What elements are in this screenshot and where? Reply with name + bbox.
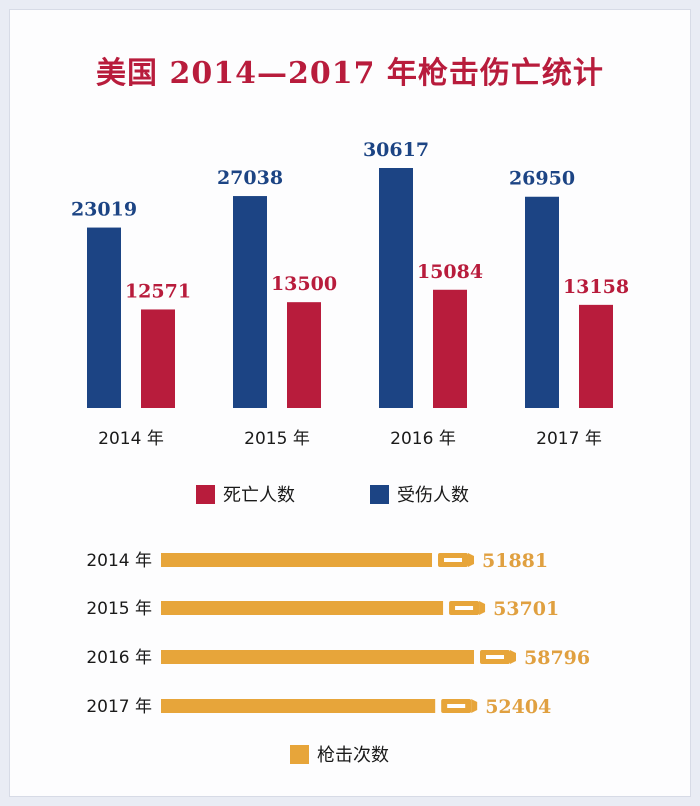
data-label-injured: 23019 (71, 199, 137, 221)
bullet-stripe-icon (486, 655, 504, 659)
legend-label: 死亡人数 (223, 485, 295, 506)
data-label-deaths: 13500 (271, 273, 337, 295)
bar-deaths (579, 304, 613, 408)
y-tick-label: 2014 年 (86, 551, 152, 571)
infographic-card (10, 10, 690, 796)
data-label-injured: 27038 (217, 167, 283, 189)
bar-incidents (161, 650, 474, 664)
bar-deaths (433, 289, 467, 408)
bar-injured (379, 168, 413, 408)
chart-title: 美国 2014—2017 年枪击伤亡统计 (96, 56, 604, 91)
data-label-incidents: 53701 (493, 598, 559, 620)
bar-deaths (287, 302, 321, 408)
y-tick-label: 2016 年 (86, 648, 152, 668)
bullet-tip-icon (471, 699, 478, 713)
bullet-tip-icon (510, 650, 516, 664)
legend-swatch (196, 485, 215, 504)
bullet-stripe-icon (455, 606, 474, 610)
data-label-deaths: 15084 (417, 261, 483, 283)
bar-injured (525, 196, 559, 408)
legend-swatch (290, 745, 309, 764)
bullet-tip-icon (468, 553, 475, 567)
legend-label: 枪击次数 (317, 745, 389, 766)
data-label-incidents: 58796 (524, 647, 590, 669)
x-tick-label: 2016 年 (390, 429, 456, 449)
bar-incidents (161, 601, 444, 615)
y-tick-label: 2017 年 (86, 697, 152, 717)
data-label-incidents: 51881 (482, 550, 548, 572)
bar-deaths (141, 309, 175, 408)
data-label-injured: 30617 (363, 139, 429, 161)
bullet-stripe-icon (444, 558, 463, 562)
data-label-deaths: 12571 (125, 280, 191, 302)
bar-injured (233, 196, 267, 408)
legend-label: 受伤人数 (397, 485, 469, 506)
data-label-injured: 26950 (509, 168, 575, 190)
bar-incidents (161, 699, 436, 713)
bullet-stripe-icon (447, 704, 466, 708)
bar-injured (87, 227, 121, 408)
x-tick-label: 2017 年 (536, 429, 602, 449)
y-tick-label: 2015 年 (86, 599, 152, 619)
bullet-tip-icon (479, 601, 486, 615)
data-label-deaths: 13158 (563, 276, 629, 298)
x-tick-label: 2014 年 (98, 429, 164, 449)
legend-swatch (370, 485, 389, 504)
bar-incidents (161, 553, 433, 567)
data-label-incidents: 52404 (485, 696, 551, 718)
x-tick-label: 2015 年 (244, 429, 310, 449)
